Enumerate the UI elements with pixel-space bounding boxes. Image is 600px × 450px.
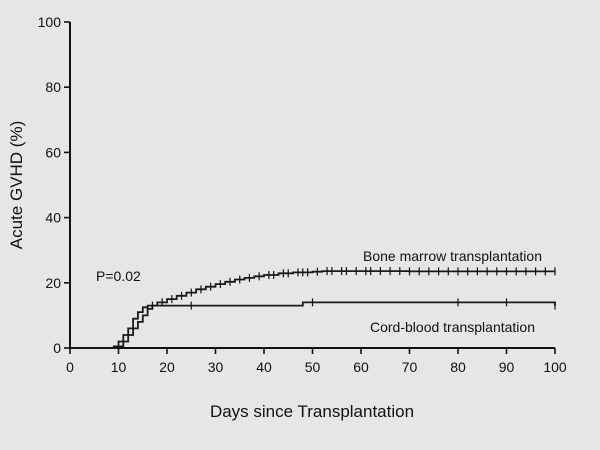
x-tick-label-0: 0 xyxy=(66,359,74,375)
series-layer xyxy=(70,267,556,349)
y-tick-label-40: 40 xyxy=(45,210,61,226)
axes: 0 20 40 60 80 100 0 10 20 30 40 50 60 70 80 90 100 xyxy=(38,14,567,375)
labels-layer: Acute GVHD (%) Days since Transplantatio… xyxy=(7,121,542,421)
x-tick-label-90: 90 xyxy=(499,359,515,375)
y-tick-label-0: 0 xyxy=(53,340,61,356)
p-value-annotation: P=0.02 xyxy=(96,268,141,284)
y-tick-label-60: 60 xyxy=(45,144,61,160)
y-tick-label-100: 100 xyxy=(38,14,62,30)
x-tick-label-10: 10 xyxy=(111,359,127,375)
series-cord-blood xyxy=(70,301,556,349)
series-bone-marrow xyxy=(70,270,555,349)
x-tick-label-50: 50 xyxy=(305,359,321,375)
series-label-cord-blood: Cord-blood transplantation xyxy=(370,319,535,335)
y-axis-title: Acute GVHD (%) xyxy=(7,121,26,249)
x-tick-label-80: 80 xyxy=(450,359,466,375)
series-label-bone-marrow: Bone marrow transplantation xyxy=(363,248,542,264)
x-axis-title: Days since Transplantation xyxy=(210,402,414,421)
x-tick-label-30: 30 xyxy=(208,359,224,375)
x-tick-label-20: 20 xyxy=(159,359,175,375)
y-tick-label-80: 80 xyxy=(45,79,61,95)
x-tick-label-40: 40 xyxy=(256,359,272,375)
y-tick-label-20: 20 xyxy=(45,275,61,291)
x-tick-label-70: 70 xyxy=(402,359,418,375)
x-tick-label-60: 60 xyxy=(353,359,369,375)
x-tick-label-100: 100 xyxy=(543,359,567,375)
